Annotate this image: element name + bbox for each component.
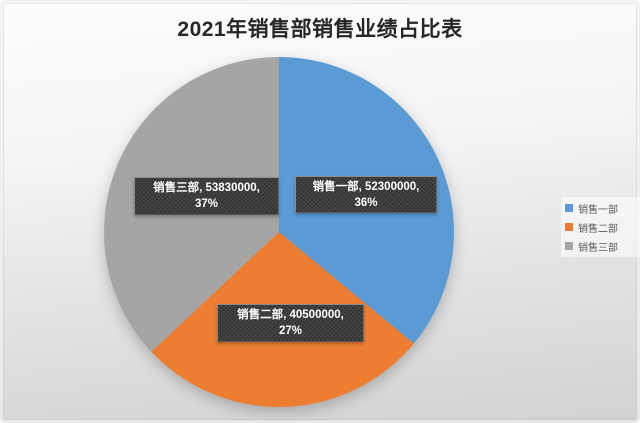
legend-label: 销售二部 <box>578 223 618 235</box>
slice-label-text: 销售二部, 40500000, <box>237 309 344 321</box>
legend-label: 销售一部 <box>578 204 618 216</box>
slice-label-text: 销售一部, 52300000, <box>312 181 420 193</box>
pie-graphic <box>104 57 454 407</box>
chart-legend: 销售一部 销售二部 销售三部 <box>561 197 640 257</box>
slice-label-sales-dept-3: 销售三部, 53830000, 37% <box>134 177 279 215</box>
slice-label-text: 销售三部, 53830000, <box>153 182 260 194</box>
slice-label-sales-dept-2: 销售二部, 40500000, 27% <box>217 304 364 342</box>
slice-label-sales-dept-1: 销售一部, 52300000, 36% <box>295 176 437 213</box>
slice-label-percent: 27% <box>278 325 303 337</box>
legend-swatch-gray <box>565 242 573 250</box>
legend-swatch-orange <box>565 223 573 231</box>
legend-label: 销售三部 <box>578 242 618 254</box>
slice-label-percent: 37% <box>194 198 219 210</box>
legend-swatch-blue <box>565 204 573 212</box>
slice-label-percent: 36% <box>354 197 378 209</box>
legend-item-sales-dept-1: 销售一部 <box>565 201 640 216</box>
chart-title: 2021年销售部销售业绩占比表 <box>177 18 463 41</box>
legend-item-sales-dept-3: 销售三部 <box>565 239 640 254</box>
legend-item-sales-dept-2: 销售二部 <box>565 220 640 235</box>
